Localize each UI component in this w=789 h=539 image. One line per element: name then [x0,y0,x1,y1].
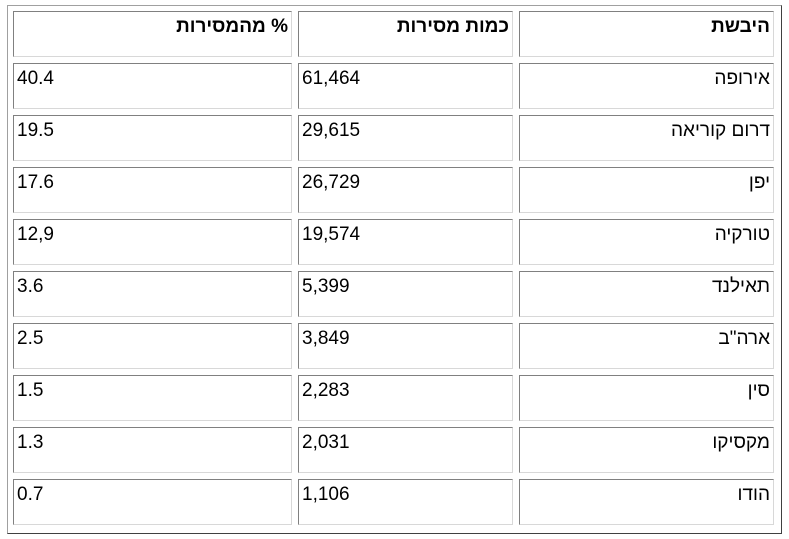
cell-quantity: 19,574 [298,219,513,265]
cell-quantity: 29,615 [298,115,513,161]
cell-continent: דרום קוריאה [519,115,774,161]
header-percent: % מהמסירות [13,11,292,57]
cell-quantity: 2,031 [298,427,513,473]
table-frame [7,5,782,534]
table-row: 3.6 5,399 תאילנד [13,271,774,317]
cell-percent: 0.7 [13,479,292,525]
cell-continent: יפן [519,167,774,213]
table-row: 40.4 61,464 אירופה [13,63,774,109]
cell-percent: 1.3 [13,427,292,473]
cell-continent: מקסיקו [519,427,774,473]
cell-quantity: 3,849 [298,323,513,369]
cell-quantity: 2,283 [298,375,513,421]
cell-quantity: 1,106 [298,479,513,525]
cell-quantity: 5,399 [298,271,513,317]
cell-percent: 40.4 [13,63,292,109]
table-row: 0.7 1,106 הודו [13,479,774,525]
cell-continent: הודו [519,479,774,525]
header-continent: היבשת [519,11,774,57]
table-header-row: % מהמסירות כמות מסירות היבשת [13,11,774,57]
header-quantity: כמות מסירות [298,11,513,57]
table-row: 17.6 26,729 יפן [13,167,774,213]
cell-continent: תאילנד [519,271,774,317]
cell-percent: 19.5 [13,115,292,161]
cell-percent: 17.6 [13,167,292,213]
cell-continent: אירופה [519,63,774,109]
deliveries-table: % מהמסירות כמות מסירות היבשת 40.4 61,464 א… [13,11,774,525]
cell-percent: 2.5 [13,323,292,369]
cell-percent: 12,9 [13,219,292,265]
table-row: 2.5 3,849 ארה"ב [13,323,774,369]
cell-percent: 3.6 [13,271,292,317]
table-row: 1.3 2,031 מקסיקו [13,427,774,473]
cell-quantity: 26,729 [298,167,513,213]
cell-continent: טורקיה [519,219,774,265]
cell-percent: 1.5 [13,375,292,421]
cell-continent: ארה"ב [519,323,774,369]
table-row: 1.5 2,283 סין [13,375,774,421]
table-row: 12,9 19,574 טורקיה [13,219,774,265]
cell-quantity: 61,464 [298,63,513,109]
table-row: 19.5 29,615 דרום קוריאה [13,115,774,161]
cell-continent: סין [519,375,774,421]
